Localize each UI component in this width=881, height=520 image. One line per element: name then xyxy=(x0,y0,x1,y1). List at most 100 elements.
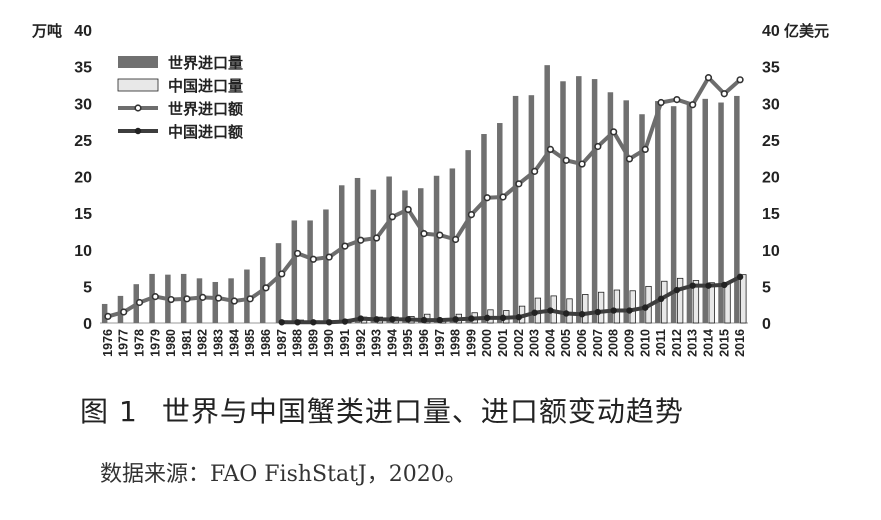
legend-label: 世界进口量 xyxy=(168,54,243,72)
world-import-value-point xyxy=(594,142,602,151)
x-tick-label: 1986 xyxy=(259,329,273,357)
right-tick-label: 25 xyxy=(762,133,780,150)
right-tick-label: 20 xyxy=(762,170,780,187)
bar-world-import-volume xyxy=(323,209,329,323)
world-import-value-point xyxy=(515,180,523,188)
x-tick-label: 1979 xyxy=(148,329,162,357)
bar-world-import-volume xyxy=(512,95,519,323)
world-import-value-point xyxy=(452,235,460,244)
world-import-value-point xyxy=(436,231,444,239)
bar-world-import-volume xyxy=(449,168,456,323)
bar-china-import-volume xyxy=(629,290,636,324)
x-tick-label: 2006 xyxy=(575,329,589,357)
world-import-value-point xyxy=(404,205,412,214)
x-tick-label: 1993 xyxy=(370,329,384,357)
world-import-value-point xyxy=(246,295,254,303)
right-tick-label: 5 xyxy=(762,279,771,296)
china-import-value-point xyxy=(657,295,665,303)
bar-world-import-volume xyxy=(418,188,424,323)
china-import-value-point xyxy=(610,307,617,314)
china-import-value-point xyxy=(705,282,712,289)
world-import-value-point xyxy=(736,76,744,84)
x-tick-label: 1981 xyxy=(180,329,194,357)
bar-china-import-volume xyxy=(661,280,668,324)
china-import-value-point xyxy=(673,286,681,294)
x-tick-label: 1980 xyxy=(164,329,178,357)
x-tick-label: 2015 xyxy=(717,329,731,357)
world-import-value-point xyxy=(214,294,223,302)
bar-world-import-volume xyxy=(354,177,361,323)
china-import-value-point xyxy=(563,310,570,317)
x-tick-label: 2003 xyxy=(528,329,542,357)
china-import-value-point xyxy=(420,316,428,324)
world-import-value-point xyxy=(673,95,681,104)
china-import-value-point xyxy=(341,318,349,325)
bar-world-import-volume xyxy=(734,95,740,323)
bar-world-import-volume xyxy=(196,278,203,323)
world-import-value-point xyxy=(720,90,728,98)
chart-svg: 0 5 10 15 20 25 30 35 40 0 5 10 15 20 25 30 35 40 万吨 亿美元 197… xyxy=(31,22,829,357)
bar-world-import-volume xyxy=(402,190,408,323)
caption-text: 世界与中国蟹类进口量、进口额变动趋势 xyxy=(161,395,684,428)
left-tick-label: 10 xyxy=(74,243,92,260)
bar-world-import-volume xyxy=(117,295,124,323)
bar-world-import-volume xyxy=(591,79,598,323)
bar-world-import-volume xyxy=(212,281,219,323)
china-import-value-point xyxy=(436,316,444,324)
x-tick-label: 2009 xyxy=(622,329,636,357)
x-tick-label: 1999 xyxy=(464,329,478,357)
chart: 0 5 10 15 20 25 30 35 40 0 5 10 15 20 25 30 35 40 万吨 亿美元 197… xyxy=(31,22,829,357)
x-tick-label: 1989 xyxy=(306,329,320,357)
world-import-value-point xyxy=(341,242,349,250)
x-tick-label: 2005 xyxy=(559,329,573,357)
world-import-value-point xyxy=(546,145,555,153)
bar-world-import-volume xyxy=(639,114,645,323)
china-import-value-point xyxy=(452,316,459,323)
world-import-value-point xyxy=(309,255,317,263)
x-tick-label: 1978 xyxy=(133,329,147,357)
bar-world-import-volume xyxy=(465,150,471,323)
x-tick-label: 1976 xyxy=(101,329,115,357)
china-import-value-point xyxy=(515,313,523,321)
left-tick-label: 35 xyxy=(74,60,92,77)
x-tick-label: 1997 xyxy=(433,329,447,357)
china-import-value-point xyxy=(499,314,507,322)
bar-world-import-volume xyxy=(307,220,313,323)
bar-world-import-volume xyxy=(544,65,550,323)
china-import-value-point xyxy=(294,319,301,326)
bar-china-import-volume xyxy=(708,282,715,324)
world-import-value-point xyxy=(499,193,507,201)
world-import-value-point xyxy=(625,155,634,163)
bar-china-import-volume xyxy=(740,274,747,324)
bar-world-import-volume xyxy=(623,100,629,323)
x-tick-label: 1977 xyxy=(117,329,131,357)
china-import-value-point xyxy=(404,316,412,323)
bar-world-import-volume xyxy=(702,98,708,323)
world-import-value-point xyxy=(135,298,144,307)
left-tick-label: 20 xyxy=(74,170,92,187)
x-tick-label: 1990 xyxy=(322,329,336,357)
left-tick-label: 0 xyxy=(83,316,92,333)
bar-world-import-volume xyxy=(386,176,392,323)
bar-world-import-volume xyxy=(655,101,661,324)
world-import-value-point xyxy=(467,210,476,219)
bar-china-import-volume xyxy=(724,283,731,324)
bar-world-import-volume xyxy=(670,106,677,324)
x-tick-label: 1988 xyxy=(291,329,305,357)
legend-swatch-world-volume xyxy=(118,56,158,68)
x-tick-label: 2004 xyxy=(543,329,557,357)
china-import-value-point xyxy=(484,314,491,322)
right-tick-label: 30 xyxy=(762,96,780,113)
bar-world-import-volume xyxy=(338,185,345,323)
bar-world-import-volume xyxy=(481,134,487,323)
china-import-value-point xyxy=(310,319,317,326)
bar-world-import-volume xyxy=(560,81,566,324)
caption-label: 图 xyxy=(80,395,110,428)
x-tick-label: 2011 xyxy=(654,329,668,356)
bar-world-import-volume xyxy=(497,123,503,323)
x-tick-label: 1983 xyxy=(212,329,226,357)
bar-china-import-volume xyxy=(676,277,684,324)
world-import-value-point xyxy=(610,128,618,136)
china-import-value-point xyxy=(736,273,744,281)
china-import-value-point xyxy=(547,307,554,314)
